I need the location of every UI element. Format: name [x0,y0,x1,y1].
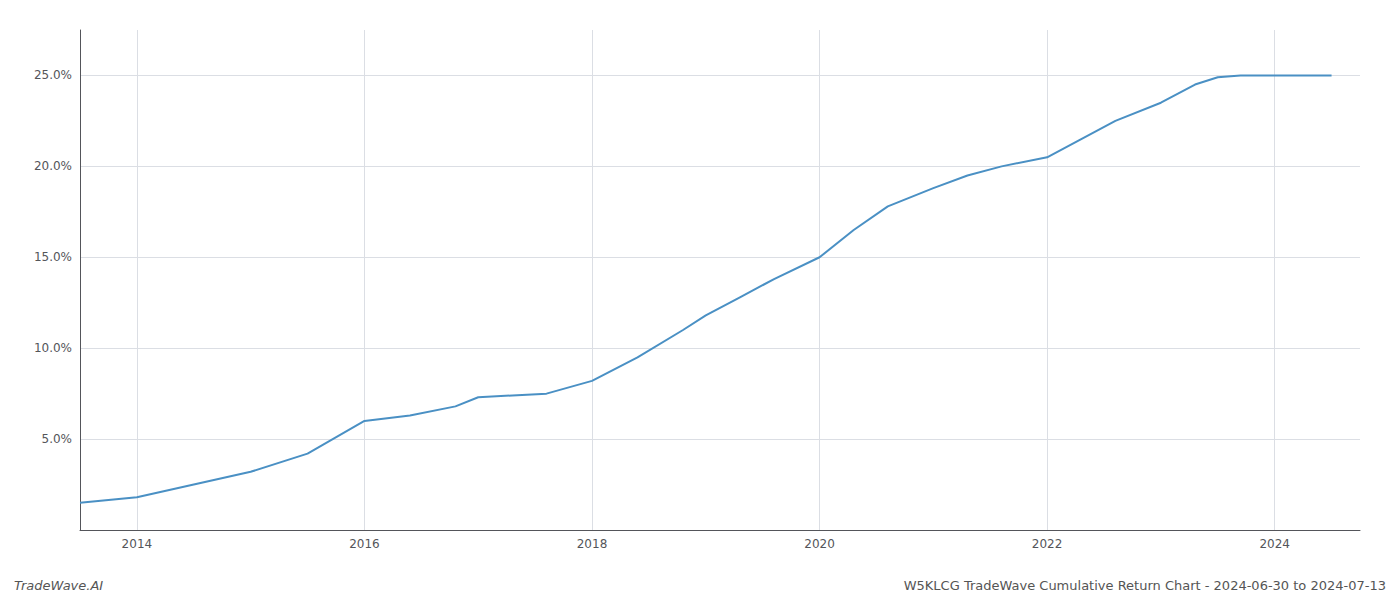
svg-text:2022: 2022 [1032,537,1063,551]
svg-text:2014: 2014 [122,537,153,551]
svg-text:2024: 2024 [1259,537,1290,551]
svg-text:15.0%: 15.0% [34,250,72,264]
svg-text:2020: 2020 [804,537,835,551]
svg-text:2018: 2018 [577,537,608,551]
svg-text:25.0%: 25.0% [34,68,72,82]
svg-text:2016: 2016 [349,537,380,551]
svg-text:5.0%: 5.0% [42,432,73,446]
svg-text:10.0%: 10.0% [34,341,72,355]
svg-text:20.0%: 20.0% [34,159,72,173]
svg-text:W5KLCG TradeWave Cumulative Re: W5KLCG TradeWave Cumulative Return Chart… [904,578,1386,593]
svg-text:TradeWave.AI: TradeWave.AI [14,578,103,593]
